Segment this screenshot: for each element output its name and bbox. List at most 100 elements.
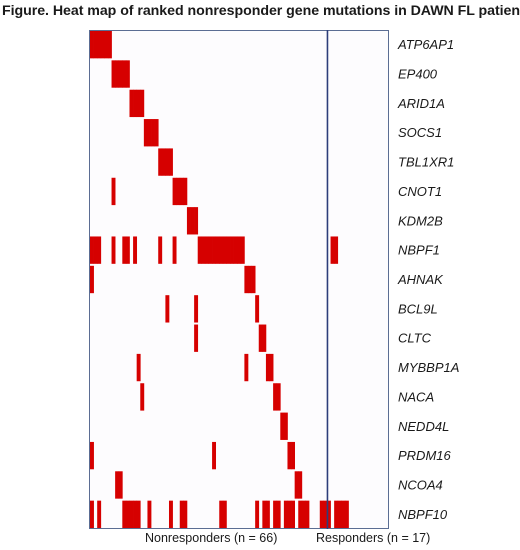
heatmap-cell-tbl1xr1-patient-23 [168, 148, 173, 176]
heatmap-cell-nedd4l-patient-55 [283, 412, 288, 440]
heatmap-cell-nbpf1-patient-10 [122, 236, 127, 264]
heatmap-cell-nbpf1-patient-7 [111, 236, 116, 264]
heatmap-cell-nbpf1-patient-68 [330, 236, 335, 264]
heatmap-cell-nbpf1-patient-43 [240, 236, 245, 264]
gene-label-bcl9l: BCL9L [398, 301, 438, 316]
heatmap-cell-nbpf1-patient-2 [93, 236, 98, 264]
heatmap-cell-arid1a-patient-14 [136, 89, 141, 118]
gene-label-cnot1: CNOT1 [398, 184, 442, 199]
heatmap-cell-prdm16-patient-35 [212, 441, 217, 470]
heatmap-cell-nbpf10-patient-47 [255, 500, 260, 528]
heatmap-cell-nbpf10-patient-3 [97, 500, 102, 528]
gene-label-socs1: SOCS1 [398, 125, 442, 140]
heatmap-cell-ep400-patient-7 [111, 60, 116, 88]
heatmap-cell-ep400-patient-10 [122, 60, 127, 88]
gene-label-naca: NACA [398, 389, 434, 404]
heatmap-cell-arid1a-patient-13 [133, 89, 138, 118]
heatmap-cell-nbpf10-patient-65 [319, 500, 324, 528]
heatmap-cell-ncoa4-patient-59 [298, 471, 303, 499]
heatmap-cell-atp6ap1-patient-3 [97, 31, 102, 59]
gene-label-nbpf10: NBPF10 [398, 507, 448, 522]
heatmap-cell-nbpf10-patient-23 [168, 500, 173, 528]
heatmap-cell-ahnak-patient-46 [251, 265, 256, 294]
responders-group-label: Responders (n = 17) [316, 531, 431, 545]
heatmap-cell-ahnak-patient-44 [244, 265, 249, 294]
heatmap-cell-mybbp1a-patient-50 [265, 353, 270, 382]
heatmap-cell-ncoa4-patient-8 [115, 471, 120, 499]
heatmap-cell-arid1a-patient-12 [129, 89, 134, 118]
gene-labels: ATP6AP1 EP400 ARID1A SOCS1 TBL1XR1 CNOT1 KDM2B… [397, 37, 459, 522]
heatmap-cell-tbl1xr1-patient-22 [165, 148, 170, 176]
heatmap-cell-naca-patient-52 [273, 383, 278, 411]
heatmap-cell-atp6ap1-patient-1 [90, 31, 94, 59]
heatmap-cell-nbpf1-patient-35 [212, 236, 217, 264]
heatmap-cell-atp6ap1-patient-5 [104, 31, 109, 59]
gene-label-arid1a: ARID1A [397, 96, 445, 111]
heatmap-cell-nbpf10-patient-10 [122, 500, 127, 528]
gene-label-prdm16: PRDM16 [398, 448, 452, 463]
heatmap-cell-cltc-patient-30 [194, 324, 199, 352]
heatmap-cell-nbpf1-patient-11 [125, 236, 130, 264]
heatmap-cell-nbpf10-patient-38 [222, 500, 227, 528]
gene-label-ncoa4: NCOA4 [398, 477, 443, 492]
heatmap-cell-nbpf1-patient-41 [233, 236, 238, 264]
heatmap-cell-cnot1-patient-25 [176, 177, 181, 206]
heatmap-cell-ahnak-patient-45 [247, 265, 252, 294]
gene-label-tbl1xr1: TBL1XR1 [398, 155, 454, 170]
heatmap-cell-kdm2b-patient-29 [190, 207, 195, 235]
heatmap-cell-ep400-patient-8 [115, 60, 120, 88]
heatmap-cell-nbpf1-patient-69 [334, 236, 339, 264]
heatmap-cell-naca-patient-15 [140, 383, 145, 411]
heatmap-cell-nbpf1-patient-31 [197, 236, 202, 264]
heatmap-cell-nbpf10-patient-52 [273, 500, 278, 528]
heatmap-cell-socs1-patient-19 [154, 119, 159, 147]
gene-label-nedd4l: NEDD4L [398, 419, 449, 434]
heatmap-cell-ncoa4-patient-58 [294, 471, 299, 499]
heatmap-cell-atp6ap1-patient-2 [93, 31, 98, 59]
heatmap-cell-nbpf1-patient-40 [230, 236, 234, 264]
heatmap-cell-atp6ap1-patient-4 [100, 31, 105, 59]
heatmap-cell-kdm2b-patient-28 [186, 207, 191, 235]
heatmap-cell-cltc-patient-49 [262, 324, 267, 352]
gene-label-atp6ap1: ATP6AP1 [397, 37, 454, 52]
heatmap-cell-prdm16-patient-57 [291, 441, 295, 470]
heatmap-cell-nbpf10-patient-66 [323, 500, 328, 528]
heatmap-cell-bcl9l-patient-30 [194, 295, 199, 323]
heatmap-cell-cnot1-patient-27 [183, 177, 188, 206]
heatmap-cell-mybbp1a-patient-14 [136, 353, 141, 382]
heatmap-cell-nbpf1-patient-3 [97, 236, 102, 264]
heatmap-cell-mybbp1a-patient-51 [269, 353, 274, 382]
heatmap-cell-nbpf1-patient-39 [226, 236, 231, 264]
heatmap-cell-nbpf1-patient-36 [215, 236, 220, 264]
heatmap-cell-nbpf10-patient-67 [326, 500, 331, 528]
heatmap-cell-nbpf10-patient-26 [179, 500, 184, 528]
gene-label-nbpf1: NBPF1 [398, 243, 440, 258]
heatmap-cell-nbpf10-patient-12 [129, 500, 134, 528]
heatmap-cell-arid1a-patient-15 [140, 89, 145, 118]
heatmap-cell-mybbp1a-patient-44 [244, 353, 249, 382]
heatmap-cell-nbpf1-patient-33 [204, 236, 209, 264]
heatmap-cell-cnot1-patient-24 [172, 177, 177, 206]
heatmap-cell-nbpf1-patient-1 [90, 236, 94, 264]
heatmap-cell-nbpf10-patient-57 [291, 500, 295, 528]
heatmap-cell-ep400-patient-9 [118, 60, 123, 88]
nonresponders-group-label: Nonresponders (n = 66) [145, 531, 278, 545]
heatmap-cell-nbpf10-patient-72 [344, 500, 349, 528]
heatmap-cell-nbpf1-patient-32 [201, 236, 206, 264]
heatmap-cell-cnot1-patient-7 [111, 177, 116, 206]
heatmap-cell-nbpf10-patient-11 [125, 500, 130, 528]
gene-label-ahnak: AHNAK [397, 272, 444, 287]
heatmap-cell-nbpf10-patient-27 [183, 500, 188, 528]
heatmap-cell-nbpf10-patient-17 [147, 500, 152, 528]
heatmap-cell-tbl1xr1-patient-20 [158, 148, 163, 176]
heatmap-cell-nbpf10-patient-13 [133, 500, 138, 528]
heatmap-cell-nbpf10-patient-14 [136, 500, 141, 528]
heatmap-cell-nbpf10-patient-49 [262, 500, 267, 528]
heatmap-cell-bcl9l-patient-47 [255, 295, 260, 323]
heatmap-cell-naca-patient-53 [276, 383, 281, 411]
heatmap-cell-atp6ap1-patient-6 [107, 31, 112, 59]
heatmap-cell-socs1-patient-18 [151, 119, 155, 147]
gene-label-ep400: EP400 [398, 67, 438, 82]
gene-label-kdm2b: KDM2B [398, 213, 443, 228]
heatmap-cell-nbpf10-patient-56 [287, 500, 292, 528]
